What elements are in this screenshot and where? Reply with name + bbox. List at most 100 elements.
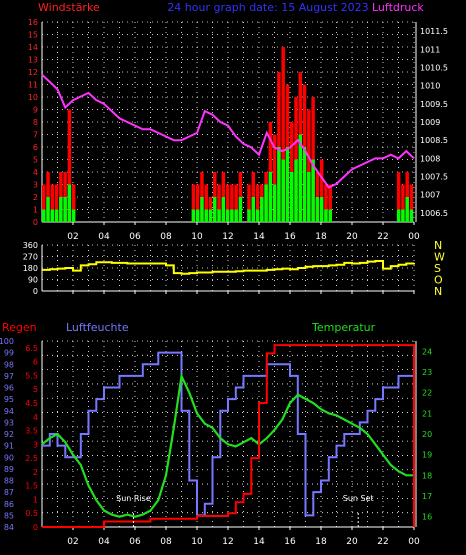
pressure-y-tick-label: 1007 (420, 191, 440, 200)
wind-bar-avg (195, 209, 200, 222)
rain-axis-title: Regen (2, 321, 37, 334)
x-tick-label: 20 (346, 232, 358, 242)
wind-bar-max (50, 184, 55, 222)
temperature-axis-title: Temperatur (311, 321, 376, 334)
rain-y-tick-label: 3.5 (25, 427, 38, 436)
wind-bar-avg (302, 147, 307, 222)
humidity-y-tick-label: 91 (4, 442, 14, 451)
temperature-line (41, 372, 414, 518)
wind-bar-max (328, 184, 332, 222)
wind-y-tick-label: 5 (33, 156, 38, 165)
axes (41, 22, 417, 530)
wind-bar-avg (396, 209, 401, 222)
wind-bar-avg (217, 209, 221, 222)
wind-bar-avg (315, 197, 320, 222)
direction-letter: W (434, 251, 445, 264)
x-tick-label: 06 (129, 537, 141, 547)
rain-y-tick-label: 6.5 (25, 344, 38, 353)
pressure-y-tick-label: 1006.5 (420, 209, 448, 218)
pressure-y-tick-label: 1010 (420, 82, 440, 91)
x-tick-label: 08 (160, 232, 172, 242)
temp-y-tick-label: 20 (422, 430, 432, 439)
pressure-y-tick-label: 1010.5 (420, 63, 448, 72)
wind-bar-max (67, 109, 72, 222)
wind-bar-max (234, 184, 238, 222)
wind-bar-avg (319, 197, 324, 222)
humidity-y-tick-label: 95 (4, 395, 14, 404)
rain-y-tick-label: 2.5 (25, 454, 38, 463)
wind-bar-avg (307, 172, 311, 222)
wind-bar-avg (405, 197, 409, 222)
wind-axis-title: Windstärke (38, 1, 100, 14)
wind-y-tick-label: 0 (33, 218, 38, 227)
wind-y-tick-label: 2 (33, 193, 38, 202)
humidity-y-tick-label: 84 (4, 523, 14, 532)
x-tick-label: 02 (67, 537, 78, 547)
temp-y-tick-label: 24 (422, 347, 432, 356)
wind-bar-max (217, 184, 221, 222)
direction-letter: N (434, 239, 442, 252)
wind-bar-max (204, 184, 208, 222)
temp-y-tick-label: 19 (422, 451, 432, 460)
humidity-y-tick-label: 88 (4, 477, 14, 486)
wind-bar-avg (54, 209, 59, 222)
wind-bar-max (230, 184, 234, 222)
temp-y-tick-label: 18 (422, 471, 432, 480)
rain-y-tick-label: 6 (33, 358, 38, 367)
chart-title: 24 hour graph date: 15 August 2023 (167, 1, 368, 14)
direction-y-tick-label: 0 (33, 287, 38, 296)
wind-bar-avg (268, 172, 273, 222)
wind-bar-max (42, 184, 46, 222)
rain-line (42, 344, 415, 528)
humidity-y-tick-label: 100 (0, 337, 14, 346)
wind-y-tick-label: 7 (33, 131, 38, 140)
wind-y-tick-label: 14 (28, 43, 38, 52)
wind-bar-avg (409, 209, 414, 222)
wind-bar-max (255, 184, 260, 222)
direction-y-tick-label: 270 (23, 253, 38, 262)
humidity-y-tick-label: 96 (4, 384, 14, 393)
humidity-axis-title: Luftfeuchte (66, 321, 129, 334)
wind-y-tick-label: 8 (33, 118, 38, 127)
x-tick-label: 12 (222, 232, 233, 242)
pressure-y-tick-label: 1007.5 (420, 173, 448, 182)
wind-bar-avg (225, 209, 230, 222)
wind-y-tick-label: 4 (33, 168, 38, 177)
temp-y-tick-label: 21 (422, 409, 432, 418)
humidity-y-tick-label: 85 (4, 511, 14, 520)
direction-y-tick-label: 180 (23, 264, 38, 273)
x-tick-label: 12 (222, 537, 233, 547)
wind-y-tick-label: 11 (28, 81, 38, 90)
x-tick-label: 18 (315, 232, 327, 242)
rain-y-tick-label: 5 (33, 385, 38, 394)
x-tick-label: 10 (191, 232, 203, 242)
wind-bar-avg (204, 209, 208, 222)
wind-bar-avg (311, 159, 315, 222)
wind-bar-avg (272, 184, 277, 222)
rain-y-tick-label: 1 (33, 495, 38, 504)
wind-y-tick-label: 15 (28, 31, 38, 40)
wind-bar-avg (294, 159, 298, 222)
wind-bar-max (319, 159, 324, 222)
pressure-y-tick-label: 1011.5 (420, 27, 448, 36)
x-tick-label: 16 (284, 537, 296, 547)
wind-bar-avg (290, 172, 294, 222)
sunrise-label: Sun Rise (116, 494, 151, 503)
direction-letter: O (434, 274, 443, 287)
wind-bar-avg (200, 197, 204, 222)
x-tick-label: 02 (67, 232, 78, 242)
x-tick-label: 18 (315, 537, 327, 547)
wind-bar-avg (298, 134, 303, 222)
wind-bar-max (195, 184, 200, 222)
humidity-y-tick-label: 93 (4, 418, 14, 427)
wind-bar-max (324, 184, 328, 222)
wind-bar-max (225, 184, 230, 222)
humidity-y-tick-label: 99 (4, 349, 14, 358)
sunset-label: Sun Set (343, 494, 374, 503)
wind-bar-avg (42, 209, 46, 222)
wind-bar-avg (324, 209, 328, 222)
direction-y-tick-label: 360 (23, 241, 38, 250)
wind-bar-avg (59, 197, 63, 222)
rain-y-tick-label: 3 (33, 440, 38, 449)
